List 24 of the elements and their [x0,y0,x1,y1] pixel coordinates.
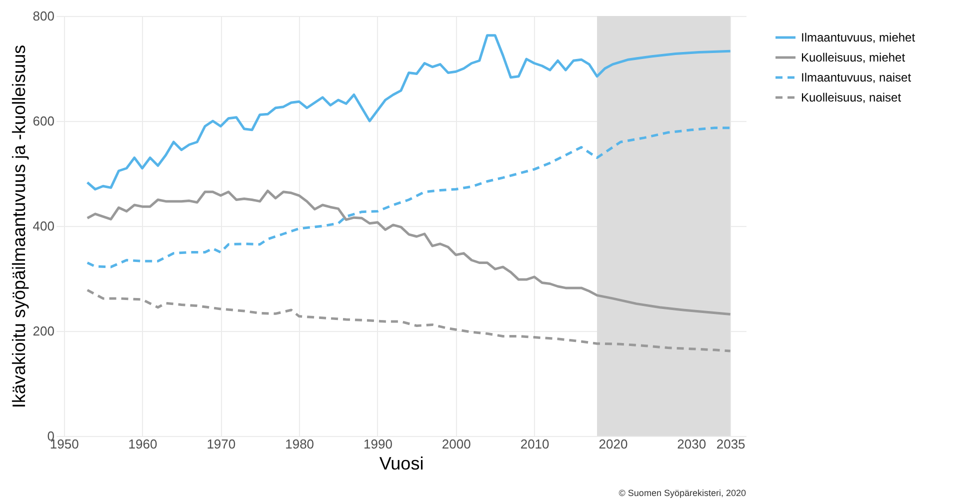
x-tick-label: 2020 [598,436,628,452]
x-tick-label: 1980 [285,436,314,452]
legend-label: Ilmaantuvuus, naiset [801,70,912,84]
line-series [86,190,732,316]
legend-label: Kuolleisuus, miehet [801,50,906,64]
y-axis-title: Ikävakioitu syöpäilmaantuvuus ja -kuolleisuus [8,44,29,408]
x-tick-label: 2000 [442,436,471,452]
x-tick-label: 1970 [206,436,236,452]
x-tick-label: 2010 [520,436,550,452]
line-series [86,288,732,352]
text: © Suomen Syöpärekisteri, 2020 [618,488,746,498]
x-tick-label: 1990 [364,436,392,452]
line-series [86,34,732,190]
line-series [86,126,732,268]
x-tick-label: 1960 [128,436,158,452]
y-tick-label: 200 [32,324,54,338]
x-axis-title: Vuosi [379,454,424,474]
x-tick-label: 2035 [716,436,746,452]
y-tick-label: 600 [32,114,54,128]
legend-label: Ilmaantuvuus, miehet [801,30,916,44]
y-tick-label: 800 [32,8,54,24]
legend-label: Kuolleisuus, naiset [801,90,902,104]
x-tick-label: 2030 [677,436,706,452]
y-tick-label: 400 [32,218,54,234]
